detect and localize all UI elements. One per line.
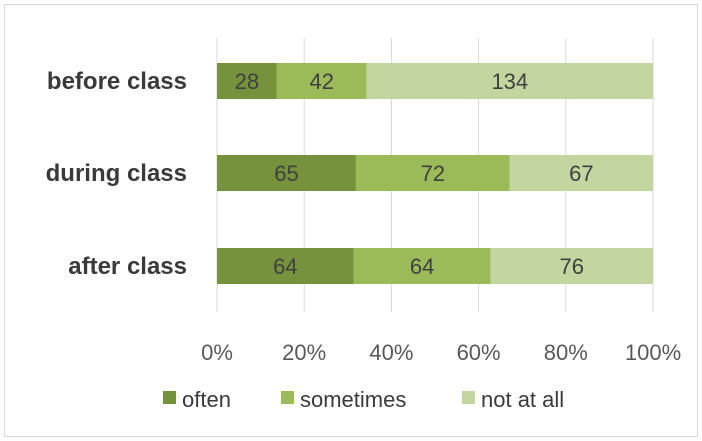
x-tick-label: 20% xyxy=(282,340,326,365)
x-tick-label: 0% xyxy=(201,340,233,365)
bar-segment xyxy=(509,155,653,191)
bar-segment xyxy=(217,155,356,191)
data-label: 134 xyxy=(491,69,528,94)
legend-swatch xyxy=(462,391,475,404)
legend-swatch xyxy=(281,391,294,404)
bar-segment xyxy=(217,248,354,284)
data-label: 72 xyxy=(421,161,445,186)
category-label: after class xyxy=(68,253,187,280)
legend-swatch xyxy=(163,391,176,404)
data-label: 65 xyxy=(274,161,298,186)
data-label: 76 xyxy=(560,254,584,279)
category-label: during class xyxy=(46,160,187,187)
bar-segment xyxy=(366,63,653,99)
data-label: 64 xyxy=(273,254,297,279)
x-tick-label: 40% xyxy=(369,340,413,365)
bar-segment xyxy=(353,248,491,284)
data-label: 28 xyxy=(235,69,259,94)
bar-segment xyxy=(276,63,367,99)
bar-segment xyxy=(217,63,277,99)
data-label: 64 xyxy=(410,254,434,279)
legend-label: sometimes xyxy=(300,387,406,412)
category-label: before class xyxy=(47,68,187,95)
data-label: 42 xyxy=(309,69,333,94)
x-tick-label: 100% xyxy=(625,340,681,365)
legend-label: not at all xyxy=(481,387,564,412)
x-tick-label: 60% xyxy=(457,340,501,365)
x-tick-label: 80% xyxy=(544,340,588,365)
legend-label: often xyxy=(182,387,231,412)
bar-segment xyxy=(490,248,653,284)
data-label: 67 xyxy=(569,161,593,186)
bar-segment xyxy=(355,155,510,191)
